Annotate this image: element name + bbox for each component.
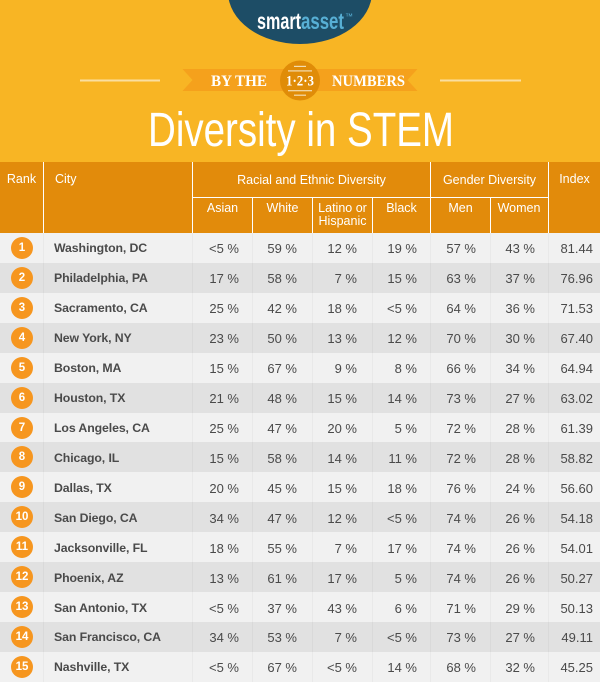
svg-text:smart: smart — [257, 8, 301, 34]
svg-text:NUMBERS: NUMBERS — [332, 73, 405, 90]
svg-text:™: ™ — [345, 12, 353, 21]
svg-text:asset: asset — [301, 8, 344, 34]
svg-text:BY THE: BY THE — [211, 73, 267, 90]
svg-text:1·2·3: 1·2·3 — [286, 74, 314, 90]
svg-text:Diversity in STEM: Diversity in STEM — [148, 104, 454, 157]
